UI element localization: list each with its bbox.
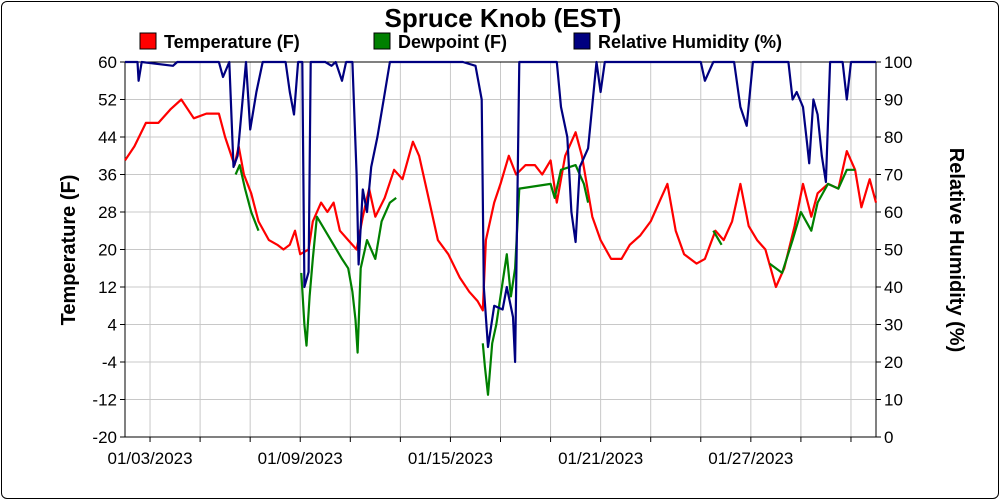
y-tick-label: -12 [92, 391, 117, 410]
legend-humidity-swatch [573, 32, 591, 50]
y-tick-label: -4 [102, 353, 117, 372]
y2-tick-label: 70 [884, 166, 903, 185]
legend-dewpoint-label: Dewpoint (F) [398, 32, 507, 52]
series-line-dewpoint [234, 164, 260, 232]
y-tick-label: 12 [98, 278, 117, 297]
x-tick-label: 01/15/2023 [408, 449, 493, 468]
y-tick-label: 60 [98, 53, 117, 72]
y2-tick-label: 50 [884, 241, 903, 260]
x-tick-label: 01/27/2023 [708, 449, 793, 468]
x-tick-label: 01/09/2023 [258, 449, 343, 468]
series-line-humidity [125, 60, 876, 364]
legend-temperature-swatch [139, 32, 157, 50]
y2-tick-label: 80 [884, 128, 903, 147]
legend-dewpoint-swatch [373, 32, 391, 50]
y-tick-label: 36 [98, 166, 117, 185]
y-tick-label: -20 [92, 428, 117, 447]
y-axis-label: Temperature (F) [58, 175, 80, 326]
series-line-dewpoint [300, 197, 397, 354]
y2-tick-label: 30 [884, 316, 903, 335]
y2-tick-label: 90 [884, 91, 903, 110]
legend-temperature-label: Temperature (F) [164, 32, 300, 52]
legend-humidity-label: Relative Humidity (%) [598, 32, 782, 52]
series-line-dewpoint [712, 230, 723, 246]
y2-tick-label: 10 [884, 391, 903, 410]
x-tick-label: 01/03/2023 [107, 449, 192, 468]
y-tick-label: 52 [98, 91, 117, 110]
series-line-dewpoint [768, 168, 856, 274]
y-tick-label: 28 [98, 203, 117, 222]
y2-tick-label: 0 [884, 428, 893, 447]
y2-tick-label: 60 [884, 203, 903, 222]
chart-title: Spruce Knob (EST) [385, 3, 622, 33]
y2-axis-label: Relative Humidity (%) [945, 148, 967, 352]
x-axis: 01/03/2023 01/09/2023 01/15/2023 01/21/2023… [107, 437, 852, 468]
y-tick-label: 44 [98, 128, 117, 147]
gridlines [125, 61, 876, 438]
y-tick-label: 20 [98, 241, 117, 260]
y-axis-left: 60 52 44 36 28 20 12 4 -4 -12 -20 [92, 53, 125, 447]
y-tick-label: 4 [108, 316, 117, 335]
y2-tick-label: 20 [884, 353, 903, 372]
legend: Temperature (F) Dewpoint (F) Relative Humi… [139, 32, 782, 52]
series-line-temperature [124, 98, 878, 312]
x-tick-label: 01/21/2023 [558, 449, 643, 468]
y2-tick-label: 40 [884, 278, 903, 297]
series-group [124, 60, 878, 396]
y2-tick-label: 100 [884, 53, 912, 72]
series-line-dewpoint [481, 164, 590, 396]
